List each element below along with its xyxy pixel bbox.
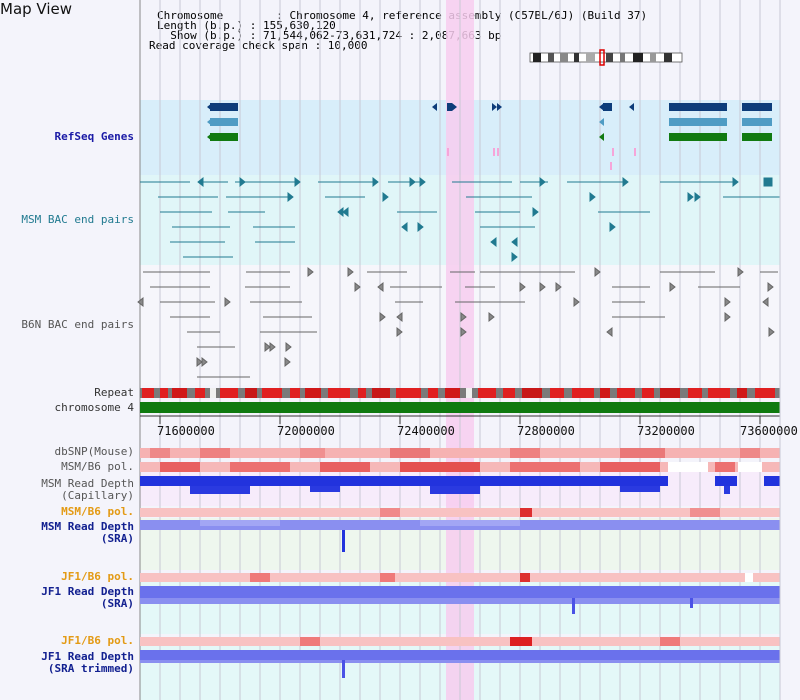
label-chromosome[interactable]: chromosome 4 xyxy=(54,401,134,414)
label-msm-read-depth-capillary[interactable]: MSM Read Depth xyxy=(41,477,134,490)
vertical-gridlines xyxy=(159,0,781,700)
jf1-b6-polymorphism-track-2[interactable] xyxy=(140,637,780,646)
label-jf1-sra: (SRA) xyxy=(100,597,134,610)
map-view-title: Map View xyxy=(0,0,73,18)
length-info: Length (b.p.) : 155,630,120 xyxy=(157,19,336,32)
label-msm-read-depth-sra[interactable]: MSM Read Depth xyxy=(41,520,134,533)
axis-ticks xyxy=(140,415,780,424)
axis-tick-label: 71600000 xyxy=(157,424,215,438)
chromosome-bar[interactable] xyxy=(140,402,780,413)
label-dbsnp[interactable]: dbSNP(Mouse) xyxy=(54,445,134,458)
b6n-bac-end-pairs[interactable] xyxy=(137,266,778,378)
jf1-trimmed-depth-track[interactable] xyxy=(140,650,780,678)
label-refseq-genes[interactable]: RefSeq Genes xyxy=(54,130,134,143)
axis-tick-label: 73200000 xyxy=(637,424,695,438)
axis-tick-label: 73600000 xyxy=(740,424,798,438)
refseq-genes[interactable] xyxy=(207,103,772,170)
label-jf1-read-depth-sra[interactable]: JF1 Read Depth xyxy=(41,585,134,598)
label-jf1-read-depth-trimmed[interactable]: JF1 Read Depth xyxy=(41,650,134,663)
coverage-span-info: Read coverage check span : 10,000 xyxy=(149,39,368,52)
axis-tick-label: 72400000 xyxy=(397,424,455,438)
label-msm-b6-pol-2[interactable]: MSM/B6 pol. xyxy=(61,505,134,518)
msm-b6-polymorphism-track[interactable] xyxy=(140,462,780,472)
msm-b6-polymorphism-track-2[interactable] xyxy=(140,508,780,517)
label-jf1-b6-pol[interactable]: JF1/B6 pol. xyxy=(61,570,134,583)
label-msm-sra: (SRA) xyxy=(100,532,134,545)
label-capillary: (Capillary) xyxy=(61,489,134,502)
dbsnp-track[interactable] xyxy=(140,448,780,458)
chromosome-ideogram[interactable] xyxy=(529,49,683,66)
label-b6n-bac-end-pairs[interactable]: B6N BAC end pairs xyxy=(21,318,134,331)
repeat-track[interactable] xyxy=(140,388,780,398)
msm-capillary-depth-track[interactable] xyxy=(140,476,780,494)
msm-bac-end-pairs[interactable] xyxy=(140,176,780,263)
axis-tick-label: 72000000 xyxy=(277,424,335,438)
jf1-b6-polymorphism-track[interactable] xyxy=(140,573,780,582)
label-sra-trimmed: (SRA trimmed) xyxy=(47,662,134,675)
label-repeat[interactable]: Repeat xyxy=(94,386,134,399)
axis-tick-label: 72800000 xyxy=(517,424,575,438)
label-jf1-b6-pol-2[interactable]: JF1/B6 pol. xyxy=(61,634,134,647)
label-msm-b6-pol[interactable]: MSM/B6 pol. xyxy=(61,460,134,473)
label-msm-bac-end-pairs[interactable]: MSM BAC end pairs xyxy=(21,213,134,226)
msm-sra-depth-track[interactable] xyxy=(140,520,780,552)
jf1-sra-depth-track[interactable] xyxy=(140,586,780,614)
